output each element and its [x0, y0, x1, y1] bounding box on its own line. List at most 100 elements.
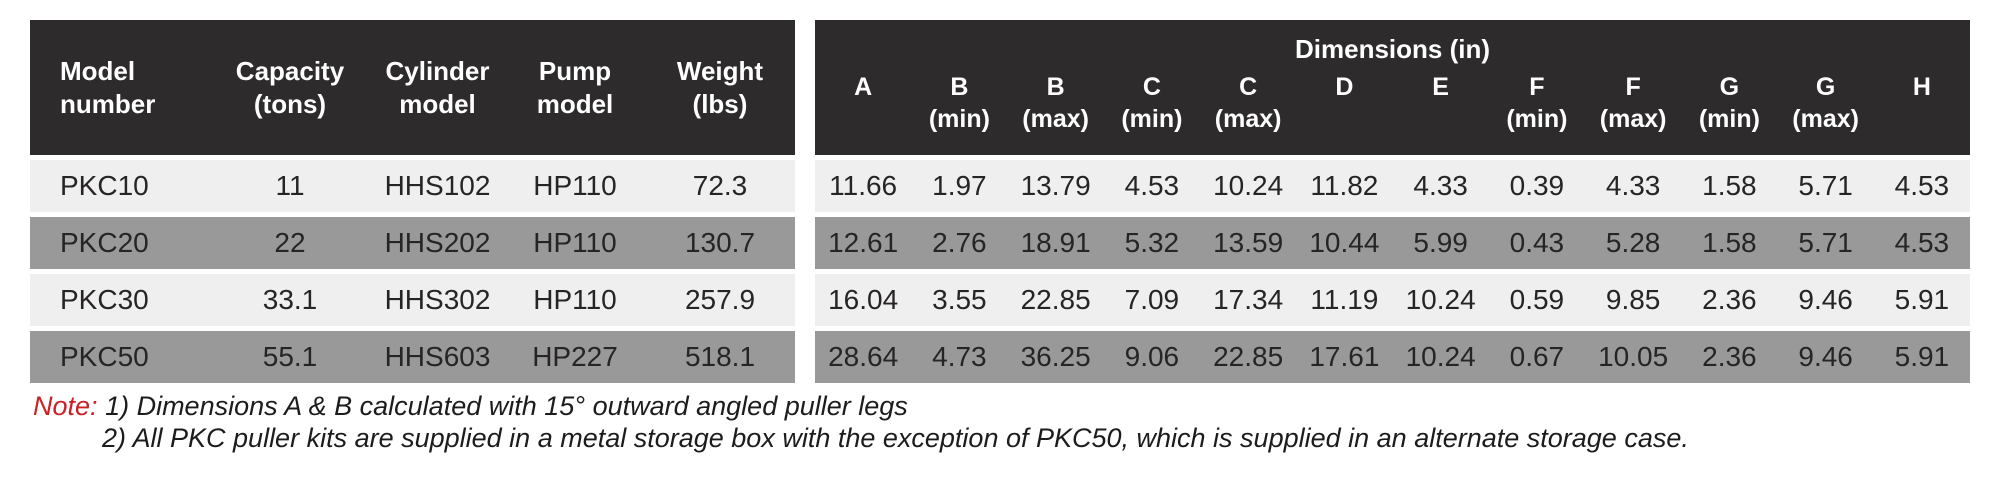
dimension-letter: A	[854, 73, 873, 101]
dimension-header-cell: D	[1296, 71, 1392, 135]
header-label-line: Capacity	[235, 55, 345, 86]
table-cell: 257.9	[684, 284, 756, 315]
dimension-qualifier	[1874, 103, 1970, 135]
dimensions-column-headers: A B (min) B (max) C (min) C (max) D E F (min) F (max) G…	[815, 71, 1970, 135]
table-cell: 11	[275, 170, 305, 201]
table-cell: 33.1	[262, 284, 318, 315]
left-header-cell: Capacity (tons)	[210, 55, 370, 121]
table-cell: HHS603	[384, 341, 491, 372]
dimension-header-cell: H	[1874, 71, 1970, 135]
left-header-cell: Model number	[30, 55, 210, 121]
table-cell: 2.36	[1702, 284, 1757, 315]
dimension-header-cell: B (max)	[1008, 71, 1104, 135]
table-cell: 5.91	[1894, 341, 1950, 372]
table-cell: 12.61	[828, 227, 899, 258]
table-cell: 0.43	[1509, 227, 1565, 258]
dimension-header-cell: B (min)	[911, 71, 1007, 135]
dimension-letter: F	[1529, 73, 1545, 101]
left-header-cell: Pump model	[505, 55, 645, 121]
dimension-header-cell: C (min)	[1104, 71, 1200, 135]
table-cell: 22	[274, 227, 306, 258]
dimension-letter: C	[1239, 73, 1258, 101]
dimension-letter: B	[1046, 73, 1065, 101]
table-cell: 11.66	[829, 170, 898, 201]
table-cell: PKC50	[60, 341, 149, 372]
model-spec-table-body: PKC10 11 HHS102 HP110 72.3 PKC20 22 HHS202 HP110…	[30, 160, 795, 383]
table-row: PKC50 55.1 HHS603 HP227 518.1	[30, 331, 795, 383]
footnote-line-2: 2) All PKC puller kits are supplied in a…	[102, 423, 1689, 453]
table-cell: 5.91	[1894, 284, 1950, 315]
table-cell: 10.05	[1598, 341, 1669, 372]
dimension-qualifier: (max)	[1599, 105, 1667, 133]
dimension-qualifier: (max)	[1022, 105, 1089, 133]
table-cell: 0.67	[1509, 341, 1565, 372]
table-cell: PKC10	[60, 170, 149, 201]
table-cell: 55.1	[262, 341, 318, 372]
header-label-line: Pump	[538, 55, 612, 86]
dimension-qualifier: (min)	[1121, 105, 1183, 133]
table-cell: PKC20	[60, 227, 149, 258]
dimension-letter: D	[1335, 73, 1354, 101]
dimension-letter: H	[1912, 73, 1931, 101]
note-text-1: 1) Dimensions A & B calculated with 15° …	[105, 391, 908, 421]
dimensions-group-header: Dimensions (in)	[1294, 34, 1490, 64]
table-row: PKC30 33.1 HHS302 HP110 257.9	[30, 274, 795, 326]
dimensions-table-header: Dimensions (in) A B (min) B (max) C (min) C (max…	[815, 20, 1970, 155]
table-cell: 4.53	[1894, 227, 1950, 258]
table-cell: 1.97	[932, 170, 987, 201]
header-label-line: (tons)	[253, 88, 327, 119]
dimension-qualifier	[1393, 103, 1489, 135]
table-cell: 28.64	[828, 341, 899, 372]
table-cell: 13.79	[1020, 170, 1091, 201]
table-cell: 22.85	[1213, 341, 1284, 372]
table-cell: 9.06	[1124, 341, 1180, 372]
table-cell: 5.32	[1124, 227, 1180, 258]
dimension-qualifier: (max)	[1214, 105, 1282, 133]
header-label-line: Cylinder	[385, 55, 490, 86]
table-cell: 22.85	[1020, 284, 1091, 315]
table-cell: 13.59	[1213, 227, 1284, 258]
table-cell: 10.44	[1309, 227, 1380, 258]
header-label-line: model	[399, 88, 476, 119]
dimension-letter: C	[1142, 73, 1161, 101]
table-row: 16.04 3.55 22.85 7.09 17.34 11.19 10.24 0.59 9.8…	[815, 274, 1970, 326]
table-cell: 17.34	[1213, 284, 1284, 315]
table-cell: HP110	[533, 284, 617, 315]
table-cell: 0.59	[1509, 284, 1565, 315]
table-cell: 72.3	[692, 170, 748, 201]
table-cell: 4.53	[1124, 170, 1180, 201]
left-header-cell: Cylinder model	[370, 55, 505, 121]
table-cell: 4.53	[1894, 170, 1950, 201]
footnote: Note: 1) Dimensions A & B calculated wit…	[33, 390, 1689, 454]
table-cell: 17.61	[1309, 341, 1380, 372]
table-cell: 0.39	[1509, 170, 1565, 201]
note-label: Note:	[33, 391, 98, 421]
table-cell: 10.24	[1213, 170, 1284, 201]
table-cell: 18.91	[1020, 227, 1091, 258]
model-spec-table-header: Model number Capacity (tons) Cylinder model Pu…	[30, 20, 795, 155]
table-cell: PKC30	[60, 284, 149, 315]
table-cell: 3.55	[932, 284, 987, 315]
table-cell: 1.58	[1702, 170, 1757, 201]
table-cell: HHS302	[384, 284, 491, 315]
table-cell: 7.09	[1124, 284, 1180, 315]
model-spec-table: Model number Capacity (tons) Cylinder model Pu…	[30, 20, 795, 383]
table-cell: 9.46	[1798, 341, 1853, 372]
header-label-line: model	[536, 88, 614, 119]
table-cell: 4.33	[1605, 170, 1661, 201]
table-cell: 5.71	[1798, 227, 1853, 258]
table-cell: 11.19	[1310, 284, 1379, 315]
dimension-header-cell: C (max)	[1200, 71, 1296, 135]
table-cell: 5.28	[1605, 227, 1661, 258]
table-row: 11.66 1.97 13.79 4.53 10.24 11.82 4.33 0.39 4.33…	[815, 160, 1970, 212]
dimensions-table-body: 11.66 1.97 13.79 4.53 10.24 11.82 4.33 0.39 4.33…	[815, 160, 1970, 383]
table-cell: 5.99	[1413, 227, 1468, 258]
left-header-cell: Weight (lbs)	[645, 55, 795, 121]
table-cell: 1.58	[1702, 227, 1757, 258]
table-cell: 518.1	[684, 341, 756, 372]
table-cell: 2.76	[932, 227, 987, 258]
dimension-qualifier: (max)	[1792, 105, 1859, 133]
table-row: 28.64 4.73 36.25 9.06 22.85 17.61 10.24 0.67 10.…	[815, 331, 1970, 383]
dimension-header-cell: F (min)	[1489, 71, 1585, 135]
